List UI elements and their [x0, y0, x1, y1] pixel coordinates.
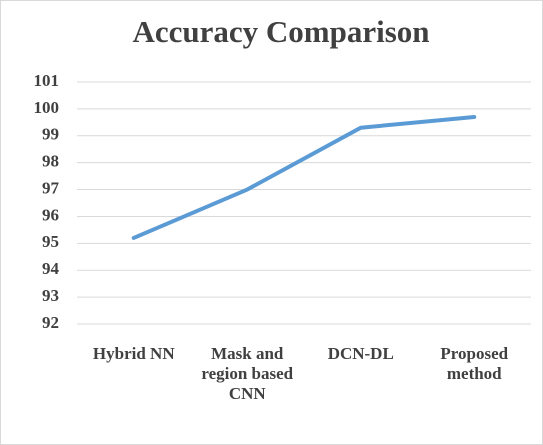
- y-tick-label: 101: [34, 71, 60, 90]
- y-tick-label: 93: [42, 286, 59, 305]
- x-tick-label: Proposed method: [440, 344, 509, 383]
- y-tick-label: 95: [42, 232, 59, 251]
- y-tick-label: 97: [42, 178, 60, 197]
- x-tick-label: Mask and region based CNN: [201, 344, 294, 403]
- y-tick-label: 96: [42, 205, 59, 224]
- y-tick-label: 98: [42, 152, 59, 171]
- y-tick-label: 92: [42, 313, 59, 332]
- x-tick-label: DCN-DL: [327, 344, 394, 363]
- chart-title: Accuracy Comparison: [132, 14, 429, 49]
- data-line: [131, 114, 477, 240]
- x-tick-label: Hybrid NN: [92, 344, 175, 363]
- y-tick-label: 94: [42, 259, 60, 278]
- y-tick-label: 100: [34, 98, 60, 117]
- y-tick-label: 99: [42, 125, 59, 144]
